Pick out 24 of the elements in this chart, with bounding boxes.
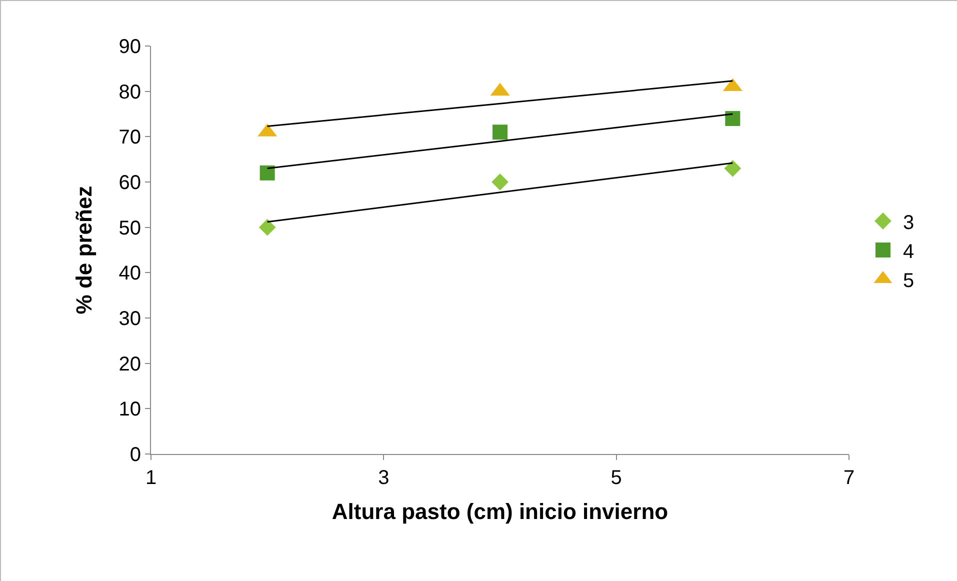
y-tick-label: 80 [118, 81, 141, 104]
y-tick-label: 60 [118, 172, 141, 194]
legend-label: 4 [902, 240, 914, 263]
point [724, 160, 742, 177]
y-tick-label: 30 [118, 308, 141, 330]
y-tick-label: 0 [130, 444, 141, 466]
legend-label: 3 [902, 212, 914, 234]
point [492, 124, 508, 140]
point [260, 165, 275, 180]
point [492, 174, 508, 190]
y-axis-title: % de preñez [72, 186, 97, 314]
y-tick-label: 20 [118, 353, 141, 376]
x-tick-label: 7 [843, 467, 855, 489]
y-tick-label: 10 [118, 398, 141, 421]
y-tick-label: 40 [118, 262, 141, 285]
y-tick-label: 70 [118, 126, 141, 149]
x-tick-label: 5 [610, 467, 622, 489]
x-tick-label: 1 [145, 467, 157, 489]
point [258, 218, 276, 236]
x-axis-title: Altura pasto (cm) inicio invierno [332, 498, 668, 524]
x-tick-label: 3 [378, 467, 390, 489]
y-tick-label: 50 [118, 217, 141, 240]
y-tick-label: 90 [118, 36, 141, 58]
legend-label: 5 [902, 270, 914, 292]
